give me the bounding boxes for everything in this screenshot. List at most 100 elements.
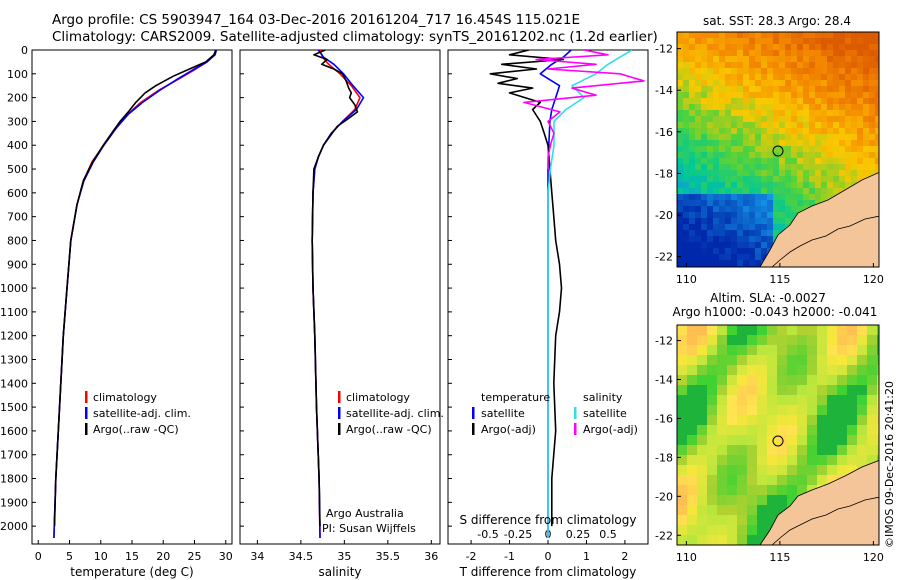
map-cell bbox=[845, 92, 852, 99]
difference-xaxis: -2 -1 0 1 2-0.5 -0.25 0 0.25 0.5 bbox=[466, 528, 629, 563]
map-cell bbox=[767, 465, 778, 476]
map-cell bbox=[695, 134, 702, 141]
map-cell bbox=[689, 254, 696, 261]
legend-label-s-satellite: satellite bbox=[583, 407, 627, 420]
map-cell bbox=[821, 104, 828, 111]
map-cell bbox=[821, 146, 828, 153]
map-cell bbox=[877, 425, 879, 436]
map-cell bbox=[713, 206, 720, 213]
map-cell bbox=[713, 254, 720, 261]
sla-map-ticks: 110 115 120-12-14-16-18-20-22 bbox=[655, 335, 884, 564]
map-cell bbox=[707, 505, 718, 516]
map-cell bbox=[743, 158, 750, 165]
legend-swatch-satellite bbox=[338, 407, 341, 419]
map-cell bbox=[713, 116, 720, 123]
map-cell bbox=[837, 365, 848, 376]
map-cell bbox=[727, 515, 738, 526]
map-cell bbox=[833, 188, 840, 195]
map-cell bbox=[677, 110, 684, 117]
map-cell bbox=[687, 335, 698, 346]
map-cell bbox=[697, 365, 708, 376]
map-y-tick-label: -12 bbox=[655, 43, 673, 56]
map-y-tick-label: -22 bbox=[655, 251, 673, 264]
header-line-1: Argo profile: CS 5903947_164 03-Dec-2016… bbox=[52, 12, 581, 28]
map-cell bbox=[695, 224, 702, 231]
map-cell bbox=[761, 128, 768, 135]
map-cell bbox=[845, 98, 852, 105]
map-cell bbox=[863, 140, 870, 147]
map-cell bbox=[713, 98, 720, 105]
map-cell bbox=[787, 435, 798, 446]
map-cell bbox=[863, 98, 870, 105]
depth-tick-label: 1500 bbox=[0, 401, 28, 414]
map-cell bbox=[869, 86, 876, 93]
map-cell bbox=[767, 230, 774, 237]
map-cell bbox=[869, 56, 876, 63]
map-cell bbox=[857, 122, 864, 129]
map-cell bbox=[875, 44, 879, 51]
map-cell bbox=[785, 188, 792, 195]
map-cell bbox=[731, 218, 738, 225]
map-cell bbox=[689, 260, 696, 267]
map-cell bbox=[689, 188, 696, 195]
map-cell bbox=[791, 110, 798, 117]
map-cell bbox=[689, 92, 696, 99]
map-cell bbox=[837, 445, 848, 456]
map-cell bbox=[697, 435, 708, 446]
map-cell bbox=[677, 218, 684, 225]
map-cell bbox=[695, 230, 702, 237]
map-cell bbox=[683, 56, 690, 63]
sla-land bbox=[760, 460, 879, 545]
map-cell bbox=[779, 128, 786, 135]
legend-label-satellite: satellite-adj. clim. bbox=[93, 407, 191, 420]
map-cell bbox=[851, 98, 858, 105]
sla-field bbox=[677, 325, 879, 545]
map-cell bbox=[747, 445, 758, 456]
map-cell bbox=[847, 425, 858, 436]
map-cell bbox=[785, 86, 792, 93]
map-cell bbox=[785, 92, 792, 99]
map-cell bbox=[737, 525, 748, 536]
map-cell bbox=[847, 375, 858, 386]
map-cell bbox=[821, 98, 828, 105]
map-cell bbox=[877, 435, 879, 446]
map-cell bbox=[857, 345, 868, 356]
map-cell bbox=[869, 38, 876, 45]
map-cell bbox=[689, 140, 696, 147]
map-cell bbox=[725, 122, 732, 129]
map-cell bbox=[725, 98, 732, 105]
map-cell bbox=[791, 212, 798, 219]
map-cell bbox=[707, 50, 714, 57]
map-cell bbox=[695, 260, 702, 267]
map-cell bbox=[857, 395, 868, 406]
map-cell bbox=[677, 80, 684, 87]
map-cell bbox=[857, 355, 868, 366]
map-cell bbox=[821, 140, 828, 147]
map-cell bbox=[761, 50, 768, 57]
map-cell bbox=[737, 92, 744, 99]
map-cell bbox=[857, 385, 868, 396]
map-cell bbox=[701, 146, 708, 153]
map-cell bbox=[787, 345, 798, 356]
map-cell bbox=[761, 68, 768, 75]
map-cell bbox=[797, 325, 808, 336]
map-cell bbox=[767, 122, 774, 129]
map-cell bbox=[845, 170, 852, 177]
map-cell bbox=[785, 200, 792, 207]
map-cell bbox=[875, 164, 879, 171]
map-cell bbox=[845, 44, 852, 51]
map-cell bbox=[749, 206, 756, 213]
map-x-tick-label: 110 bbox=[676, 273, 697, 286]
map-cell bbox=[815, 152, 822, 159]
map-cell bbox=[749, 80, 756, 87]
map-cell bbox=[677, 260, 684, 267]
map-cell bbox=[797, 56, 804, 63]
map-y-tick-label: -14 bbox=[655, 374, 673, 387]
map-cell bbox=[821, 194, 828, 201]
map-cell bbox=[687, 455, 698, 466]
map-cell bbox=[833, 170, 840, 177]
map-cell bbox=[755, 194, 762, 201]
map-cell bbox=[827, 92, 834, 99]
map-cell bbox=[743, 212, 750, 219]
